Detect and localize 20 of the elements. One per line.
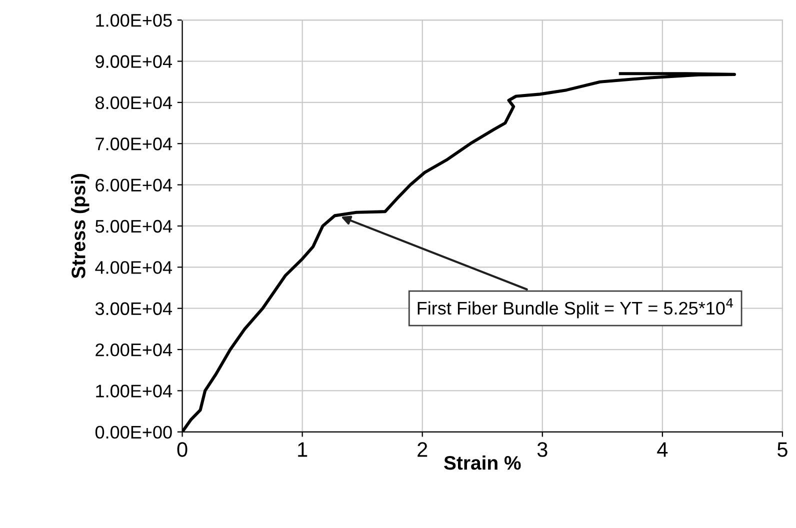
y-tick-label: 0.00E+00	[95, 426, 172, 439]
y-tick-label: 4.00E+04	[95, 261, 172, 274]
x-tick-label: 0	[177, 442, 188, 457]
y-tick-label: 8.00E+04	[96, 96, 172, 110]
y-axis-title: Stress (psi)	[71, 174, 90, 278]
x-tick-label: 4	[657, 442, 668, 457]
y-tick-label: 1.00E+04	[96, 384, 172, 398]
x-tick-label: 1	[298, 442, 308, 457]
y-tick-label: 6.00E+04	[96, 178, 172, 192]
annotation: First Fiber Bundle Split = YT = 5.25*10$^{4}$	[418, 298, 733, 318]
y-tick-label: 7.00E+04	[96, 138, 172, 150]
y-tick-label: 1.00E+05	[96, 14, 172, 27]
y-tick-label: 3.00E+04	[95, 302, 172, 316]
x-axis-title: Strain %	[444, 455, 521, 470]
y-tick-label: 2.00E+04	[96, 343, 172, 356]
x-tick-label: 5	[778, 442, 788, 457]
y-tick-label: 9.00E+04	[96, 55, 172, 68]
x-tick-label: 2	[418, 442, 428, 457]
x-tick-label: 3	[537, 442, 548, 457]
y-tick-label: 5.00E+04	[95, 220, 172, 233]
